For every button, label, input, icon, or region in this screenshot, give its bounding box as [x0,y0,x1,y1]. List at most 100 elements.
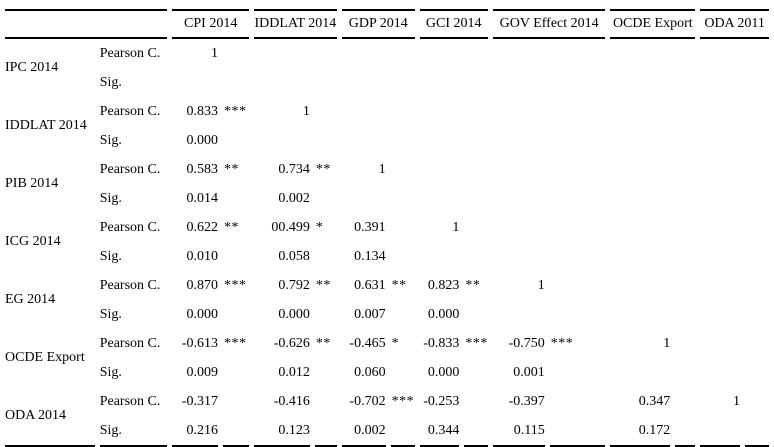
pearson-value [420,39,460,68]
sig-star-spacer [315,184,337,213]
sig-star-spacer [675,416,696,447]
pearson-value: 0.870 [186,277,219,293]
pearson-value: 00.499 [271,219,310,235]
significance-stars [675,329,695,358]
significance-stars [464,213,488,242]
significance-stars [550,155,606,184]
sig-value [420,242,460,271]
sig-star-spacer [675,184,695,213]
significance-stars [391,213,415,242]
sig-star-spacer [550,300,606,329]
sig-star-spacer [550,68,606,97]
sig-star-spacer [314,416,337,447]
pearson-value [700,329,740,358]
pearson-value: 0.583 [186,161,219,177]
column-header: IDDLAT 2014 [253,9,337,39]
sig-value [172,68,218,97]
pearson-value [610,155,670,184]
sig-value: 0.344 [419,416,460,447]
significance-stars [675,155,695,184]
significance-stars [675,213,695,242]
sig-star-spacer [391,300,415,329]
stat-label-pearson: Pearson C. [99,161,161,177]
sig-star-spacer [391,184,415,213]
pearson-value [493,213,545,242]
sig-star-spacer [315,68,337,97]
sig-star-spacer [391,242,415,271]
sig-star-spacer [315,300,337,329]
pearson-value: 0.631 [354,277,386,293]
sig-star-spacer [315,242,337,271]
sig-value [254,126,310,155]
pearson-value [700,155,740,184]
significance-stars [464,97,488,126]
pearson-row: IPC 2014 Pearson C. 1 [5,39,769,76]
stat-label-sig: Sig. [99,364,122,380]
pearson-value: -0.317 [181,393,219,409]
sig-value: 0.134 [354,248,386,264]
sig-row: Sig. 0.216 0.123 0.002 0.344 0.115 0.172 [5,416,769,447]
sig-value [700,126,740,155]
row-label: OCDE Export [5,350,85,365]
sig-value [610,242,670,271]
pearson-row: ICG 2014 Pearson C. 0.622 ** 00.499 * 0.391 1 [5,213,769,250]
pearson-value [420,97,460,126]
significance-stars [315,97,337,126]
row-label: IPC 2014 [5,60,59,75]
pearson-value [700,97,740,126]
sig-value [420,184,460,213]
significance-stars [745,213,769,242]
column-header: GCI 2014 [419,9,488,39]
pearson-value [610,97,670,126]
sig-value: 0.012 [278,364,310,380]
sig-value [342,126,386,155]
stat-label-pearson: Pearson C. [99,103,161,119]
sig-value [254,68,310,97]
sig-star-spacer [675,358,695,387]
sig-star-spacer [391,358,415,387]
pearson-value: -0.416 [273,393,310,409]
significance-stars [550,97,606,126]
significance-stars [550,213,606,242]
significance-stars [675,39,695,68]
sig-value [342,184,386,213]
pearson-value: -0.613 [181,335,219,351]
significance-stars [464,387,488,416]
sig-value [420,126,460,155]
sig-star-spacer [223,358,249,387]
column-header: OCDE Export [610,9,696,39]
sig-star-spacer [675,68,695,97]
stat-label-sig: Sig. [99,306,122,322]
significance-stars [745,39,769,68]
pearson-value: 0.622 [186,219,219,235]
pearson-value: 1 [733,393,741,409]
stat-label-pearson: Pearson C. [99,219,161,235]
sig-star-spacer [675,300,695,329]
sig-star-spacer [745,68,769,97]
pearson-value: -0.750 [508,335,545,351]
sig-value [610,68,670,97]
significance-stars: ** [465,277,481,293]
stat-label-pearson: Pearson C. [99,277,161,293]
sig-value: 0.014 [186,190,219,206]
significance-stars: ** [391,277,407,293]
sig-star-spacer [223,242,249,271]
sig-value: 0.002 [278,190,310,206]
sig-value: 0.058 [278,248,310,264]
pearson-value: 1 [378,161,386,177]
pearson-value: 0.833 [186,103,219,119]
significance-stars [745,155,769,184]
sig-star-spacer [223,68,249,97]
sig-value: 0.000 [427,364,460,380]
significance-stars [464,39,488,68]
pearson-value [700,213,740,242]
sig-value: 0.000 [278,306,310,322]
sig-star-spacer [745,126,769,155]
sig-row: Sig. [5,68,769,97]
pearson-value [610,271,670,300]
sig-star-spacer [391,68,415,97]
correlation-table: CPI 2014 IDDLAT 2014 GDP 2014 GCI 2014 GOV E… [0,9,774,447]
pearson-value: 1 [452,219,460,235]
sig-star-spacer [223,184,249,213]
sig-value [493,126,545,155]
